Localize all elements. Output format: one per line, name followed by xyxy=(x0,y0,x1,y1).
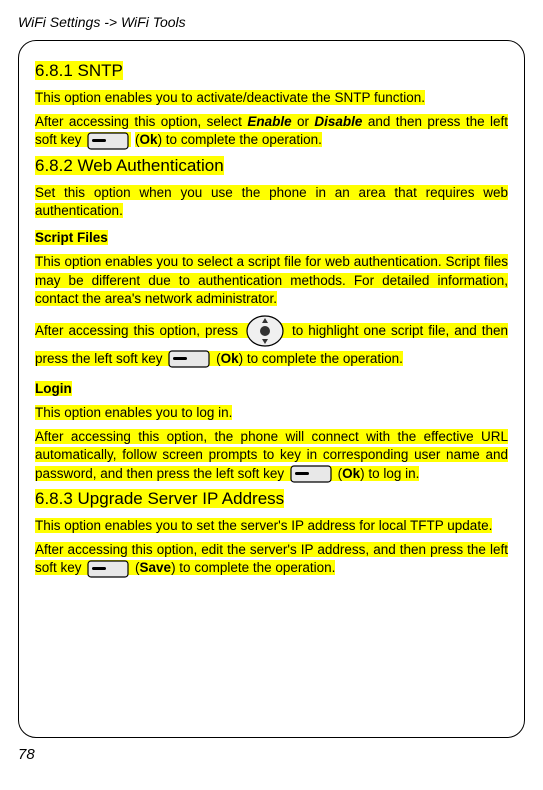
text: (Ok) to complete the operation. xyxy=(135,132,322,147)
left-softkey-icon xyxy=(87,560,129,578)
section-title-text: 6.8.1 SNTP xyxy=(35,61,123,80)
left-softkey-icon xyxy=(290,465,332,483)
text: Script Files xyxy=(35,230,108,245)
sntp-p2: After accessing this option, select Enab… xyxy=(35,113,508,150)
login-heading: Login xyxy=(35,381,508,396)
page-number: 78 xyxy=(18,746,525,763)
left-softkey-icon xyxy=(87,132,129,150)
scriptfiles-heading: Script Files xyxy=(35,230,508,245)
content-frame: 6.8.1 SNTP This option enables you to ac… xyxy=(18,40,525,738)
navkey-wrap xyxy=(243,323,287,338)
section-webauth-title: 6.8.2 Web Authentication xyxy=(35,156,508,176)
softkey-wrap xyxy=(85,132,131,147)
upgrade-p1: This option enables you to set the serve… xyxy=(35,517,508,535)
webauth-p1: Set this option when you use the phone i… xyxy=(35,184,508,220)
text: (Ok) to complete the operation. xyxy=(212,351,403,366)
login-p2: After accessing this option, the phone w… xyxy=(35,428,508,483)
text: This option enables you to activate/deac… xyxy=(35,90,425,105)
page-header: WiFi Settings -> WiFi Tools xyxy=(18,14,525,30)
section-title-text: 6.8.3 Upgrade Server IP Address xyxy=(35,489,284,508)
text: After accessing this option, press xyxy=(35,323,243,338)
section-sntp-title: 6.8.1 SNTP xyxy=(35,61,508,81)
section-upgrade-title: 6.8.3 Upgrade Server IP Address xyxy=(35,489,508,509)
softkey-wrap xyxy=(85,560,131,575)
nav-key-icon xyxy=(245,314,285,348)
text: (Save) to complete the operation. xyxy=(131,560,335,575)
scriptfiles-p1: This option enables you to select a scri… xyxy=(35,253,508,308)
text: Login xyxy=(35,381,72,396)
sntp-p1: This option enables you to activate/deac… xyxy=(35,89,508,107)
left-softkey-icon xyxy=(168,350,210,368)
text: This option enables you to set the serve… xyxy=(35,518,492,533)
login-p1: This option enables you to log in. xyxy=(35,404,508,422)
text: This option enables you to select a scri… xyxy=(35,254,508,305)
text: Set this option when you use the phone i… xyxy=(35,185,508,218)
text: After accessing this option, the phone w… xyxy=(35,429,508,480)
breadcrumb: WiFi Settings -> WiFi Tools xyxy=(18,14,186,30)
text: This option enables you to log in. xyxy=(35,405,232,420)
section-title-text: 6.8.2 Web Authentication xyxy=(35,156,224,175)
text: (Ok) to log in. xyxy=(334,466,420,481)
softkey-wrap xyxy=(166,351,212,366)
upgrade-p2: After accessing this option, edit the se… xyxy=(35,541,508,578)
scriptfiles-p2: After accessing this option, press to hi… xyxy=(35,314,508,371)
softkey-wrap xyxy=(288,466,334,481)
